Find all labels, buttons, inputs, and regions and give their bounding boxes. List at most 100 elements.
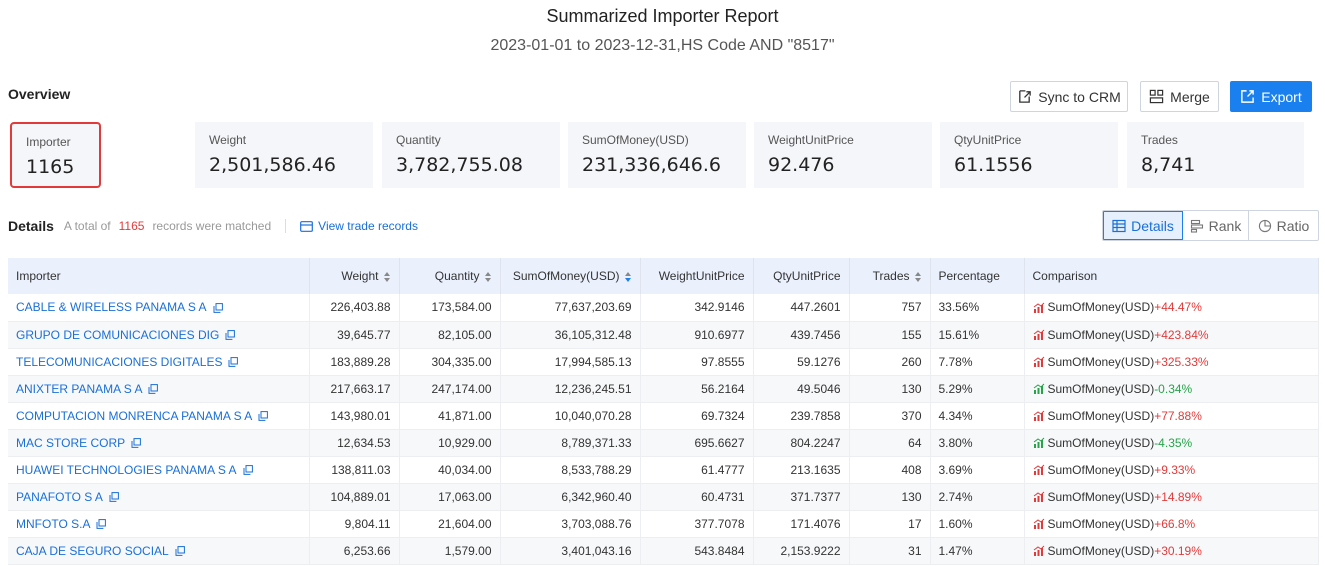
copy-icon[interactable] (258, 411, 269, 422)
comparison-cell: SumOfMoney(USD)+30.19% (1024, 537, 1319, 564)
comparison-cell: SumOfMoney(USD)+325.33% (1024, 348, 1319, 375)
copy-icon[interactable] (243, 465, 253, 476)
importer-link[interactable]: TELECOMUNICACIONES DIGITALES (16, 354, 223, 369)
importer-link[interactable]: MAC STORE CORP (16, 435, 126, 450)
table-row: CABLE & WIRELESS PANAMA S A 226,403.88 173… (8, 294, 1319, 321)
weight-cell: 104,889.01 (309, 483, 400, 510)
trades-cell: 370 (849, 402, 931, 429)
importer-link[interactable]: COMPUTACION MONRENCA PANAMA S A (16, 408, 253, 423)
importer-link[interactable]: PANAFOTO S A (16, 489, 103, 504)
divider (285, 219, 287, 233)
copy-icon[interactable] (148, 384, 159, 395)
tab-details[interactable]: Details (1103, 211, 1183, 240)
col-header-trades[interactable]: Trades (849, 258, 931, 294)
trend-down-icon (1033, 437, 1044, 449)
card-weight-unit-price: WeightUnitPrice 92.476 (754, 122, 932, 188)
importer-link[interactable]: CAJA DE SEGURO SOCIAL (16, 543, 169, 558)
sort-icon[interactable] (624, 271, 632, 283)
qty-unit-price-cell: 59.1276 (753, 348, 850, 375)
trend-up-icon (1033, 545, 1044, 557)
importer-link[interactable]: GRUPO DE COMUNICACIONES DIG (16, 327, 220, 342)
money-cell: 3,703,088.76 (500, 510, 641, 537)
col-header-comparison: Comparison (1024, 258, 1319, 294)
sync-label: Sync to CRM (1038, 88, 1121, 105)
comparison-cell: SumOfMoney(USD)+9.33% (1024, 456, 1319, 483)
comparison-label: SumOfMoney(USD) (1047, 435, 1155, 450)
trades-cell: 260 (849, 348, 931, 375)
sort-icon[interactable] (383, 271, 391, 283)
importer-link[interactable]: HUAWEI TECHNOLOGIES PANAMA S A (16, 462, 237, 477)
percentage-cell: 33.56% (930, 294, 1025, 321)
quantity-cell: 10,929.00 (399, 429, 501, 456)
details-prefix: A total of (63, 219, 111, 233)
weight-unit-price-cell: 377.7078 (640, 510, 754, 537)
importer-cell: PANAFOTO S A (8, 483, 310, 510)
comparison-value: +423.84% (1154, 327, 1209, 342)
col-header-sum-of-money[interactable]: SumOfMoney(USD) (500, 258, 641, 294)
card-label: Weight (209, 133, 247, 147)
money-cell: 36,105,312.48 (500, 321, 641, 348)
trend-up-icon (1033, 464, 1044, 476)
money-cell: 6,342,960.40 (500, 483, 641, 510)
weight-unit-price-cell: 695.6627 (640, 429, 754, 456)
trades-cell: 31 (849, 537, 931, 564)
table-row: COMPUTACION MONRENCA PANAMA S A 143,980.0… (8, 402, 1319, 429)
money-cell: 12,236,245.51 (500, 375, 641, 402)
comparison-value: +30.19% (1154, 543, 1202, 558)
comparison-cell: SumOfMoney(USD)+423.84% (1024, 321, 1319, 348)
comparison-value: +14.89% (1154, 489, 1202, 504)
importer-cell: CAJA DE SEGURO SOCIAL (8, 537, 310, 564)
sort-icon[interactable] (914, 271, 922, 283)
quantity-cell: 40,034.00 (399, 456, 501, 483)
view-trade-records-link[interactable]: View trade records (300, 219, 418, 233)
copy-icon[interactable] (131, 438, 142, 449)
trend-up-icon (1033, 518, 1044, 530)
merge-button[interactable]: Merge (1140, 81, 1219, 112)
comparison-label: SumOfMoney(USD) (1047, 327, 1155, 342)
sort-icon[interactable] (484, 271, 492, 283)
qty-unit-price-cell: 439.7456 (753, 321, 850, 348)
importer-cell: COMPUTACION MONRENCA PANAMA S A (8, 402, 310, 429)
comparison-value: +66.8% (1154, 516, 1196, 531)
trend-up-icon (1033, 329, 1044, 341)
importer-link[interactable]: MNFOTO S.A (16, 516, 91, 531)
trades-cell: 757 (849, 294, 931, 321)
copy-icon[interactable] (96, 519, 107, 530)
weight-cell: 143,980.01 (309, 402, 400, 429)
tab-details-label: Details (1131, 217, 1174, 234)
importer-cell: MAC STORE CORP (8, 429, 310, 456)
trend-down-icon (1033, 383, 1044, 395)
table-row: PANAFOTO S A 104,889.01 17,063.00 6,342,960… (8, 483, 1319, 510)
copy-icon[interactable] (175, 546, 185, 557)
tab-ratio[interactable]: Ratio (1249, 211, 1318, 240)
copy-icon[interactable] (225, 330, 236, 341)
trades-cell: 64 (849, 429, 931, 456)
table-header-row: Importer Weight Quantity SumOfMoney(USD)… (8, 258, 1319, 294)
export-label: Export (1261, 88, 1302, 105)
importer-cell: HUAWEI TECHNOLOGIES PANAMA S A (8, 456, 310, 483)
comparison-cell: SumOfMoney(USD)-4.35% (1024, 429, 1319, 456)
tab-rank[interactable]: Rank (1183, 211, 1249, 240)
copy-icon[interactable] (213, 303, 223, 313)
sync-to-crm-button[interactable]: Sync to CRM (1010, 81, 1128, 112)
tab-rank-label: Rank (1208, 217, 1242, 234)
importer-table: Importer Weight Quantity SumOfMoney(USD)… (8, 258, 1319, 565)
comparison-cell: SumOfMoney(USD)+44.47% (1024, 294, 1319, 321)
records-count: 1165 (118, 219, 145, 233)
comparison-label: SumOfMoney(USD) (1047, 543, 1155, 558)
importer-link[interactable]: ANIXTER PANAMA S A (16, 381, 143, 396)
copy-icon[interactable] (228, 357, 239, 368)
export-button[interactable]: Export (1230, 81, 1312, 112)
money-cell: 77,637,203.69 (500, 294, 641, 321)
qty-unit-price-cell: 239.7858 (753, 402, 850, 429)
card-value: 92.476 (768, 154, 835, 176)
importer-link[interactable]: CABLE & WIRELESS PANAMA S A (16, 300, 207, 315)
qty-unit-price-cell: 171.4076 (753, 510, 850, 537)
percentage-cell: 1.60% (930, 510, 1025, 537)
comparison-cell: SumOfMoney(USD)+14.89% (1024, 483, 1319, 510)
col-header-weight[interactable]: Weight (309, 258, 400, 294)
money-cell: 8,789,371.33 (500, 429, 641, 456)
copy-icon[interactable] (109, 492, 119, 503)
col-header-quantity[interactable]: Quantity (399, 258, 501, 294)
card-value: 8,741 (1141, 154, 1196, 176)
